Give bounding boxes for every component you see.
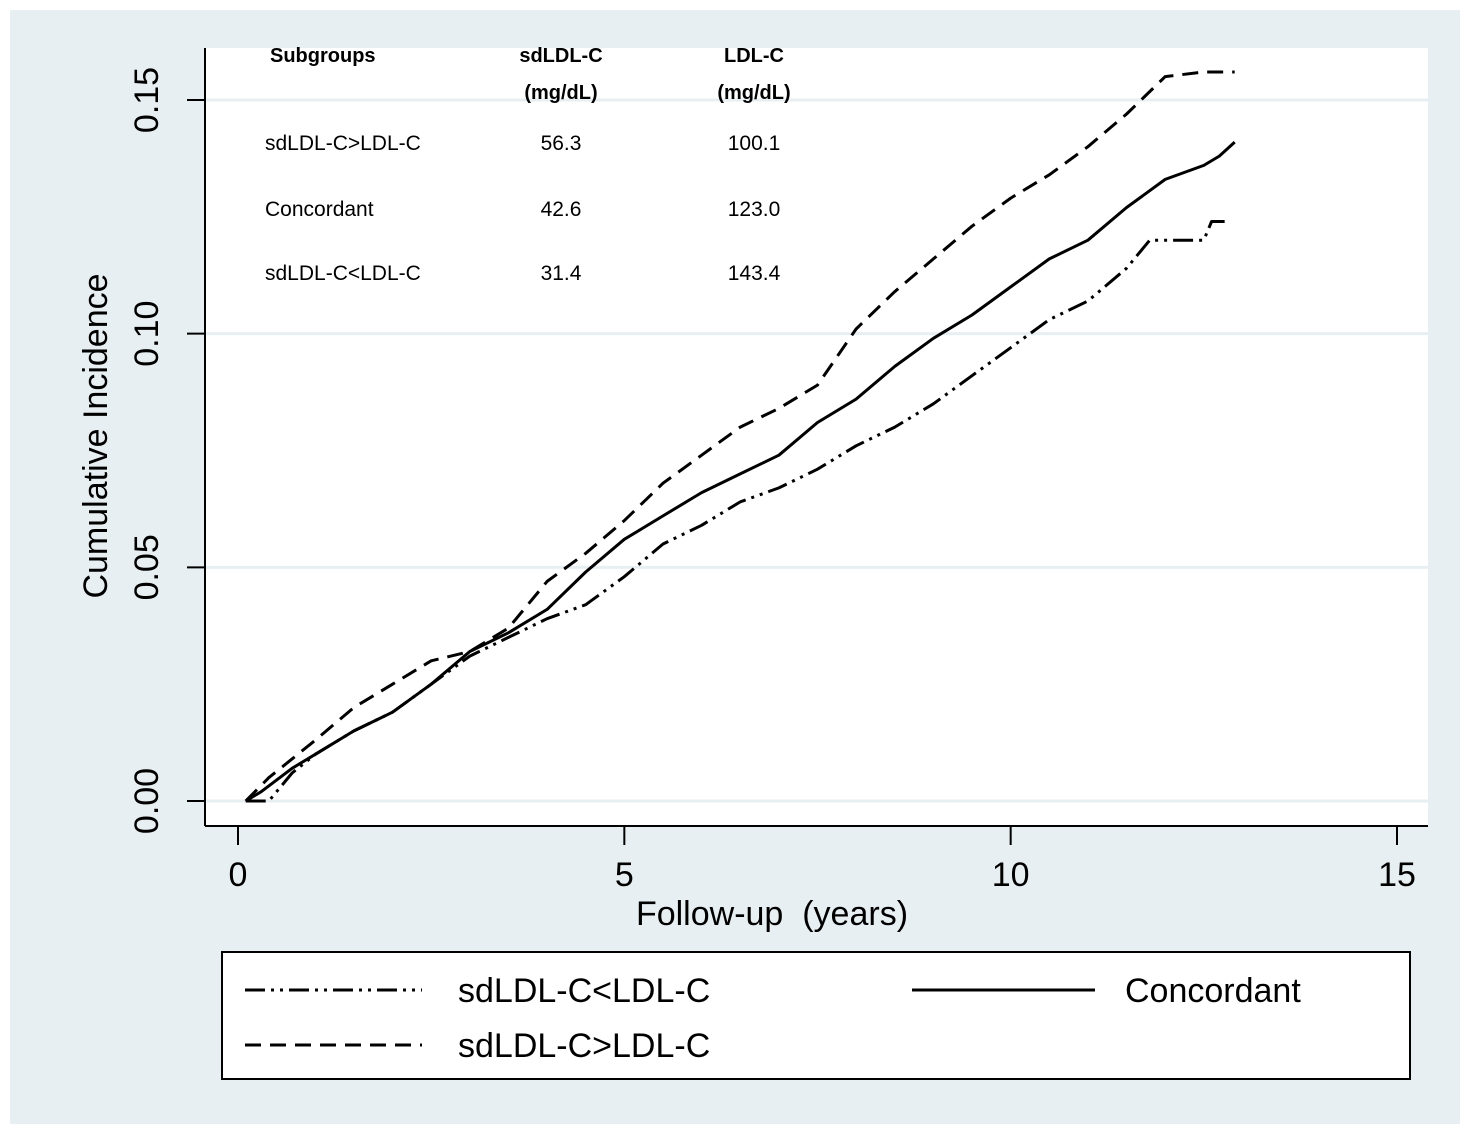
table-cell-1-2: 123.0 — [728, 198, 781, 221]
table-header-0-line-0: Subgroups — [270, 45, 376, 67]
table-cell-0-1: 56.3 — [541, 132, 582, 155]
table-header-1-line-0: sdLDL-C — [519, 45, 602, 67]
axes — [204, 48, 1428, 827]
table-cell-1-0: Concordant — [265, 198, 374, 221]
grid-lines — [205, 98, 1428, 803]
table-header-1-line-1: (mg/dL) — [524, 82, 597, 104]
x-axis-label: Follow-up (years) — [636, 895, 908, 933]
y-tick-label-0: 0.00 — [128, 768, 166, 834]
table-cell-0-0: sdLDL-C>LDL-C — [265, 132, 421, 155]
table-cell-0-2: 100.1 — [728, 132, 781, 155]
y-tick-label-3: 0.15 — [128, 67, 166, 133]
x-tick-label-0: 0 — [229, 856, 248, 894]
legend-box — [221, 951, 1411, 1080]
x-tick-label-2: 10 — [992, 856, 1030, 894]
table-cell-1-1: 42.6 — [541, 198, 582, 221]
y-axis-label: Cumulative Incidence — [77, 273, 115, 598]
x-tick-label-3: 15 — [1378, 856, 1416, 894]
y-ticks: 0.00 0.05 0.10 0.15 — [128, 67, 205, 834]
legend-label-0: sdLDL-C<LDL-C — [458, 972, 710, 1010]
series-line-concordant — [244, 140, 1236, 803]
x-tick-label-1: 5 — [615, 856, 634, 894]
plot-area — [205, 48, 1428, 825]
table-header-2-line-0: LDL-C — [724, 45, 784, 67]
table-cell-2-1: 31.4 — [541, 262, 582, 285]
series-lines — [244, 70, 1236, 803]
legend-items: sdLDL-C<LDL-C Concordant sdLDL-C>LDL-C — [245, 972, 1301, 1065]
legend-label-1: Concordant — [1125, 972, 1301, 1010]
table-cell-2-0: sdLDL-C<LDL-C — [265, 262, 421, 285]
inset-table: Subgroups sdLDL-C (mg/dL) LDL-C (mg/dL) sdLDL… — [265, 45, 791, 285]
series-line-sdldl-c-gt-ldl-c — [244, 70, 1235, 803]
table-cell-2-2: 143.4 — [728, 262, 781, 285]
y-tick-label-1: 0.05 — [128, 534, 166, 600]
legend-label-2: sdLDL-C>LDL-C — [458, 1027, 710, 1065]
x-ticks: 0 5 10 15 — [229, 826, 1416, 894]
table-header-2-line-1: (mg/dL) — [717, 82, 790, 104]
y-tick-label-2: 0.10 — [128, 301, 166, 367]
